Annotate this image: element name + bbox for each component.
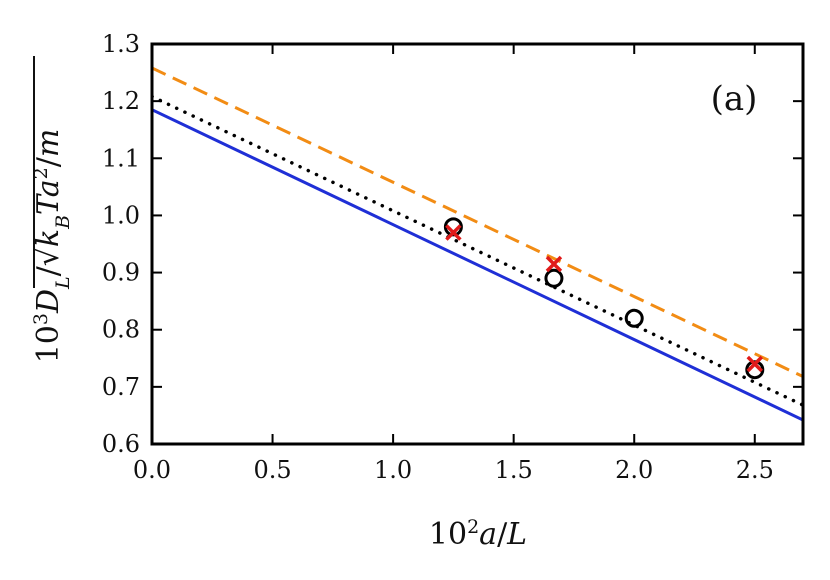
x-tick-label-0: 0.0: [133, 456, 171, 484]
x-tick-label-3: 1.5: [495, 456, 533, 484]
plot-frame: [150, 42, 805, 446]
series-line-2: [152, 66, 803, 378]
plot-area: [152, 66, 803, 422]
x-tick-label-1: 0.5: [253, 456, 291, 484]
y-tick-label-1: 0.7: [102, 373, 140, 401]
cross-point-2: [746, 355, 764, 373]
y-tick-label-0: 0.6: [102, 430, 140, 458]
x-tick-label-5: 2.5: [736, 456, 774, 484]
y-tick-label-3: 0.9: [102, 259, 140, 287]
x-tick-label-2: 1.0: [374, 456, 412, 484]
axis-ticks: 0.0 0.5 1.0 1.5 2.0 2.5 0.6 0.7 0.8 0.9 1.0 1.1 1.2 1…: [102, 30, 803, 484]
circle-point-1: [544, 268, 564, 288]
y-tick-label-6: 1.2: [102, 87, 140, 115]
y-tick-label-7: 1.3: [102, 30, 140, 58]
x-tick-label-4: 2.0: [615, 456, 653, 484]
panel-label: (a): [711, 79, 758, 119]
y-tick-label-4: 1.0: [102, 201, 140, 229]
circle-point-2: [624, 308, 644, 328]
series-line-0: [152, 108, 803, 422]
svg-text:103DL/√kBTa2/m: 103DL/√kBTa2/m: [30, 129, 74, 364]
y-tick-label-2: 0.8: [102, 316, 140, 344]
cross-point-0: [445, 224, 462, 241]
x-axis-title: 102a/L: [429, 516, 527, 552]
series-line-1: [152, 94, 803, 407]
y-tick-label-5: 1.1: [102, 144, 140, 172]
cross-point-1: [545, 255, 563, 273]
y-axis-title: 103DL/√kBTa2/m: [30, 56, 74, 363]
